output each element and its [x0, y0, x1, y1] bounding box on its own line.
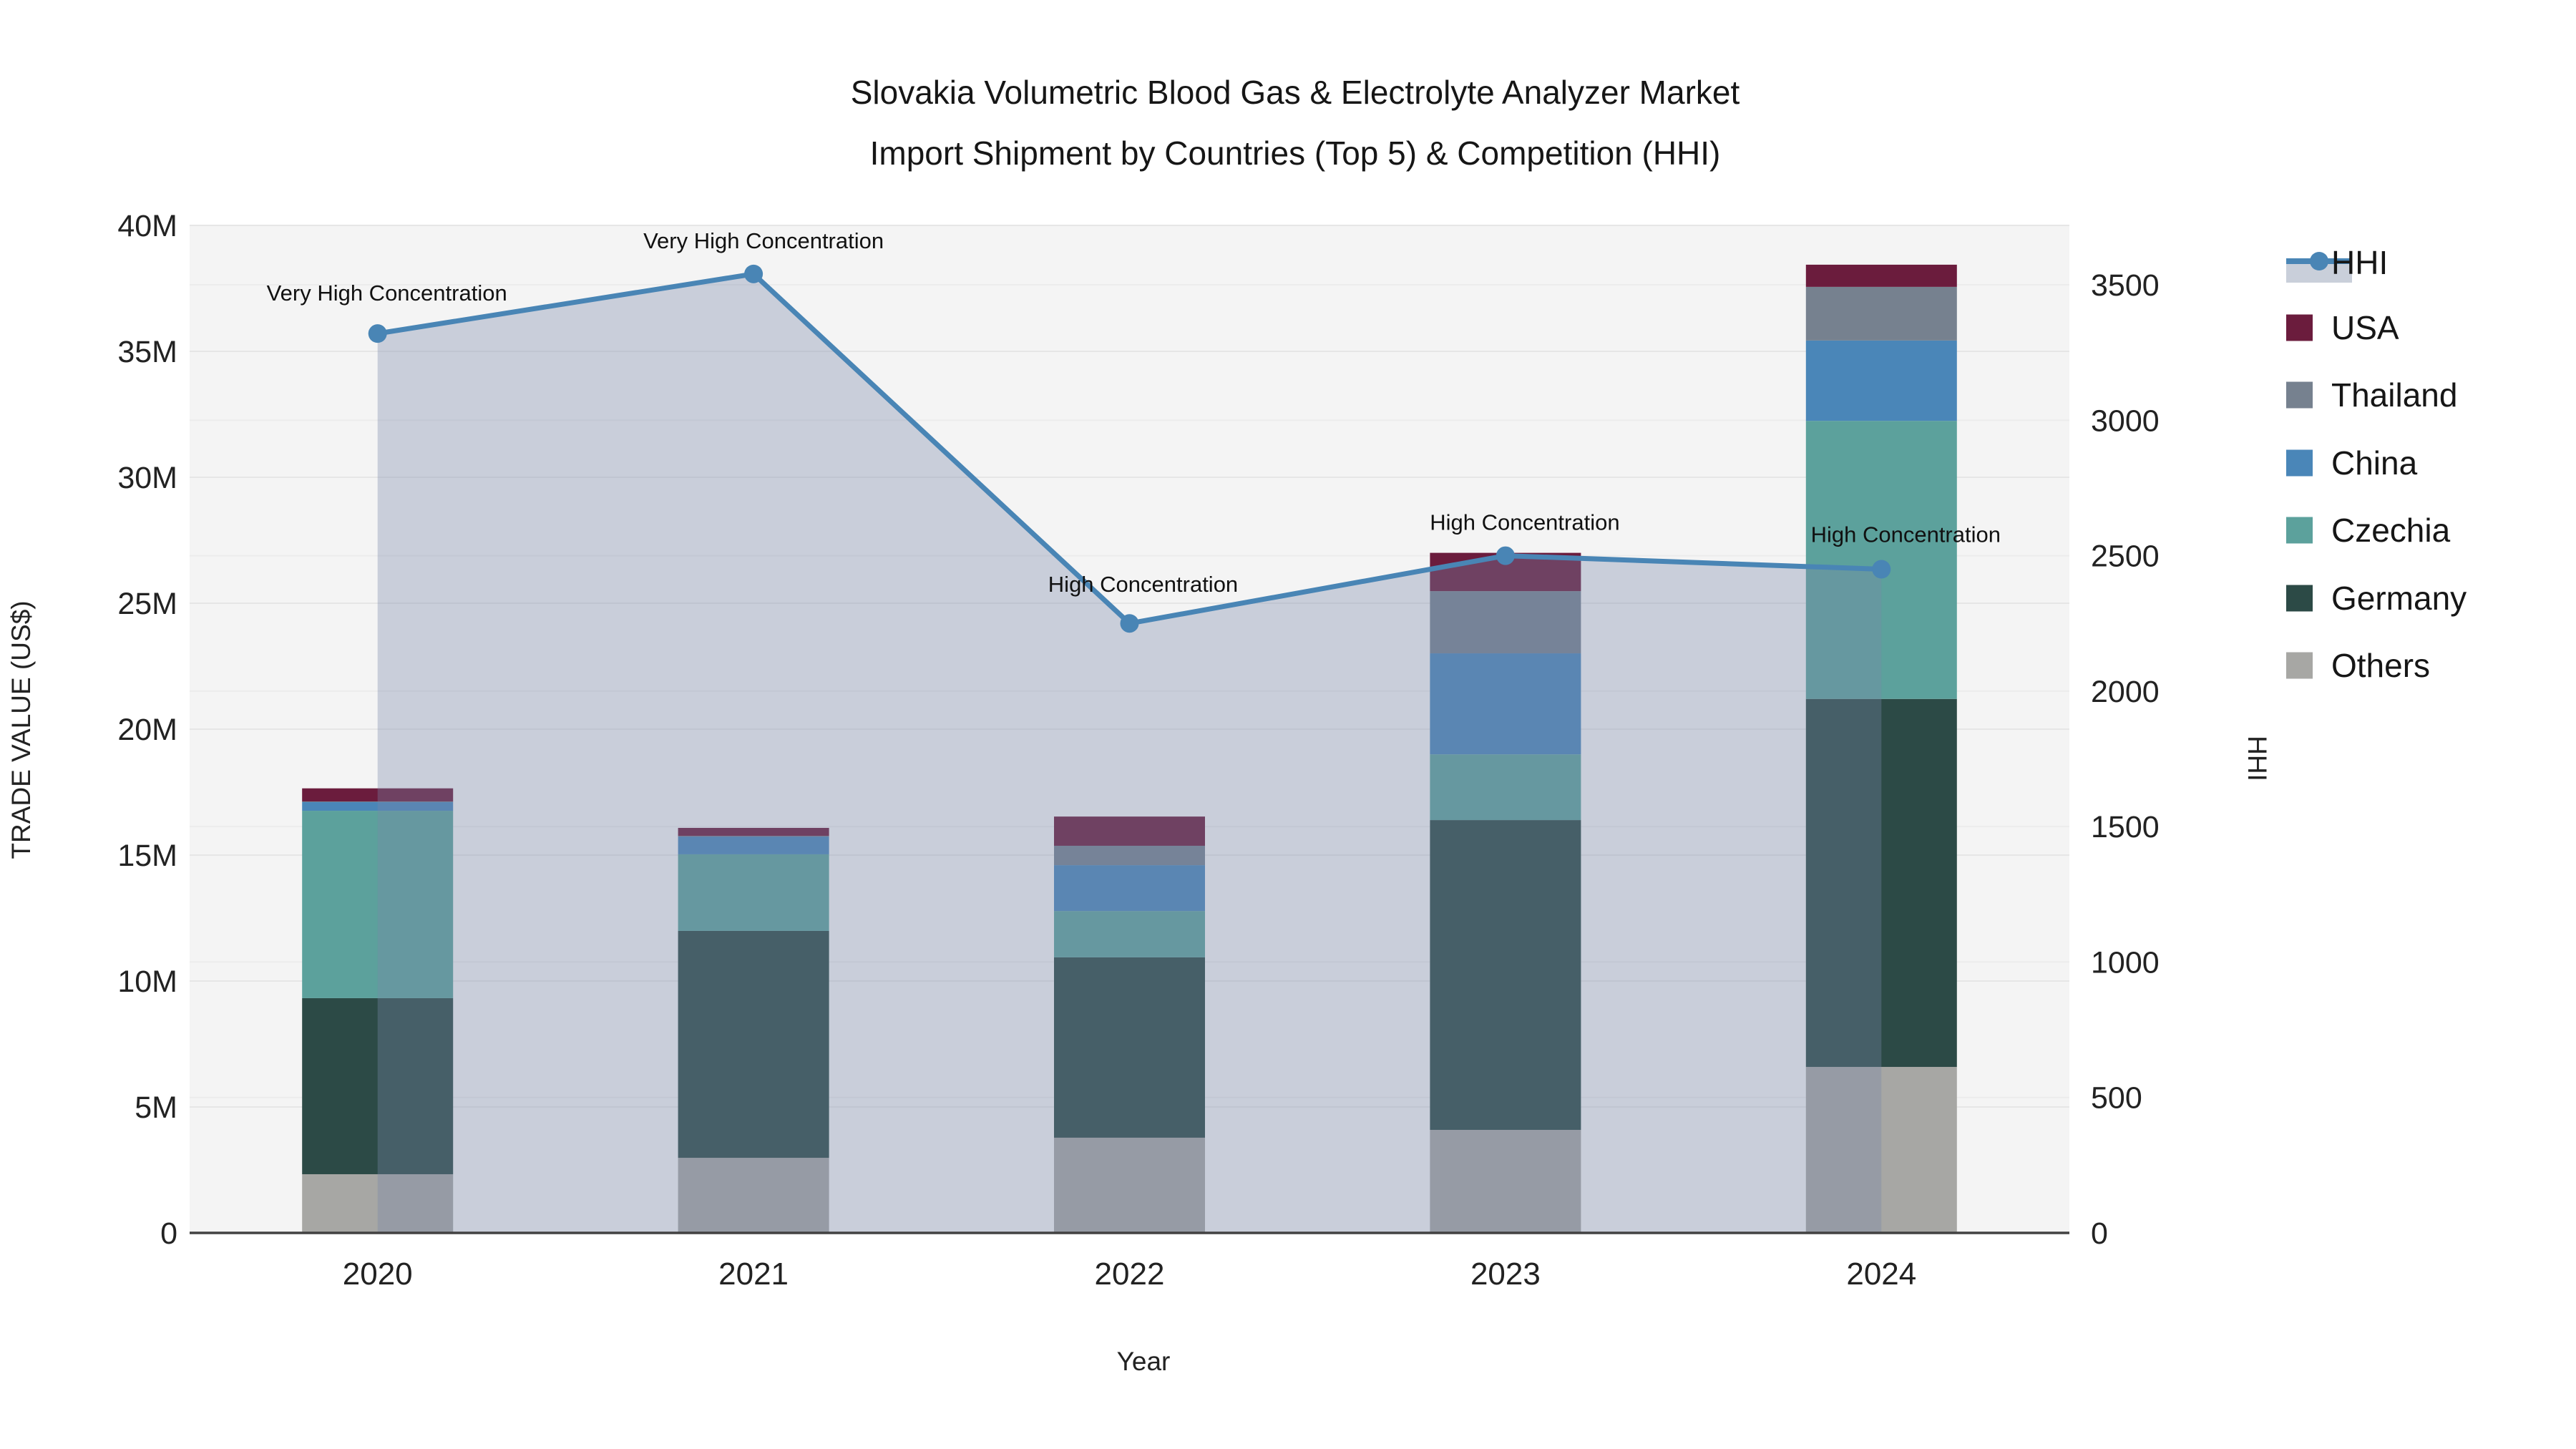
bar-segment-czechia-2023[interactable] — [1430, 754, 1581, 821]
x-tick-2021: 2021 — [718, 1257, 789, 1292]
y-right-tick-2500: 2500 — [2091, 540, 2160, 574]
bar-segment-thailand-2023[interactable] — [1430, 591, 1581, 654]
legend-label-czechia: Czechia — [2331, 512, 2451, 549]
annotation-2023: High Concentration — [1430, 510, 1619, 535]
bar-segment-usa-2020[interactable] — [302, 788, 454, 802]
bar-segment-germany-2024[interactable] — [1805, 698, 1957, 1068]
bar-segment-germany-2022[interactable] — [1054, 957, 1205, 1138]
y-left-axis-title: TRADE VALUE (US$) — [6, 600, 36, 859]
y-right-tick-2000: 2000 — [2091, 675, 2160, 709]
bar-segment-czechia-2021[interactable] — [678, 854, 829, 931]
annotation-2024: High Concentration — [1811, 522, 2001, 547]
bar-segment-usa-2024[interactable] — [1805, 264, 1957, 287]
y-right-tick-500: 500 — [2091, 1081, 2142, 1116]
bar-segment-china-2021[interactable] — [678, 836, 829, 854]
legend-label-china: China — [2331, 444, 2418, 482]
legend-label-thailand: Thailand — [2331, 376, 2457, 414]
bar-segment-others-2023[interactable] — [1430, 1130, 1581, 1233]
bar-2022 — [1054, 816, 1205, 1233]
y-left-tick-40M: 40M — [117, 209, 177, 243]
legend-label-usa: USA — [2331, 309, 2399, 346]
hhi-marker-2020[interactable] — [368, 324, 387, 343]
hhi-marker-2024[interactable] — [1872, 560, 1891, 579]
legend-label-others: Others — [2331, 647, 2430, 684]
hhi-marker-2023[interactable] — [1496, 546, 1515, 565]
y-right-tick-3500: 3500 — [2091, 268, 2160, 303]
annotation-2022: High Concentration — [1048, 572, 1238, 597]
y-left-tick-15M: 15M — [117, 839, 177, 873]
bars-group — [302, 264, 1957, 1233]
annotation-2020: Very High Concentration — [267, 280, 507, 306]
bar-segment-usa-2021[interactable] — [678, 827, 829, 836]
bar-segment-thailand-2022[interactable] — [1054, 845, 1205, 866]
x-tick-2024: 2024 — [1846, 1257, 1916, 1292]
bar-segment-thailand-2020[interactable] — [302, 801, 454, 803]
y-right-tick-0: 0 — [2091, 1216, 2108, 1251]
bar-2021 — [678, 827, 829, 1233]
legend-label-hhi: HHI — [2331, 244, 2388, 281]
chart-title-line2: Import Shipment by Countries (Top 5) & C… — [870, 135, 1721, 172]
x-axis-title: Year — [1117, 1347, 1171, 1376]
y-left-tick-30M: 30M — [117, 461, 177, 495]
legend-label-germany: Germany — [2331, 580, 2467, 617]
y-right-axis-title: HHI — [2243, 736, 2272, 781]
bar-2020 — [302, 788, 454, 1233]
legend-swatch-germany — [2286, 585, 2313, 612]
annotation-2021: Very High Concentration — [643, 228, 884, 253]
bar-2024 — [1805, 264, 1957, 1233]
hhi-marker-2022[interactable] — [1120, 614, 1139, 633]
legend-swatch-usa — [2286, 314, 2313, 341]
bar-segment-czechia-2022[interactable] — [1054, 911, 1205, 957]
y-left-tick-5M: 5M — [135, 1091, 177, 1125]
y-right-tick-3000: 3000 — [2091, 404, 2160, 438]
x-tick-2022: 2022 — [1095, 1257, 1165, 1292]
y-left-tick-35M: 35M — [117, 335, 177, 369]
legend-swatch-czechia — [2286, 517, 2313, 544]
bar-segment-others-2021[interactable] — [678, 1158, 829, 1233]
bar-segment-thailand-2024[interactable] — [1805, 286, 1957, 341]
bar-2023 — [1430, 552, 1581, 1233]
legend-item-usa[interactable]: USA — [2286, 309, 2399, 346]
bar-segment-china-2022[interactable] — [1054, 865, 1205, 912]
hhi-area-fill — [377, 273, 1882, 1233]
bar-segment-germany-2021[interactable] — [678, 930, 829, 1158]
bar-segment-czechia-2024[interactable] — [1805, 421, 1957, 699]
legend-item-hhi[interactable]: HHI — [2286, 244, 2388, 283]
chart-root: Very High Concentration Very High Concent… — [117, 209, 2467, 1292]
bar-segment-germany-2023[interactable] — [1430, 820, 1581, 1131]
legend-item-others[interactable]: Others — [2286, 647, 2430, 684]
bar-segment-china-2020[interactable] — [302, 801, 454, 811]
legend-item-china[interactable]: China — [2286, 444, 2418, 482]
legend-item-germany[interactable]: Germany — [2286, 580, 2467, 617]
hhi-marker-2021[interactable] — [744, 264, 763, 283]
y-right-tick-1500: 1500 — [2091, 810, 2160, 844]
bar-segment-others-2020[interactable] — [302, 1174, 454, 1233]
legend-swatch-china — [2286, 449, 2313, 477]
bar-segment-czechia-2020[interactable] — [302, 811, 454, 998]
y-left-tick-10M: 10M — [117, 965, 177, 999]
x-tick-2020: 2020 — [343, 1257, 413, 1292]
y-left-tick-25M: 25M — [117, 587, 177, 621]
bar-segment-china-2024[interactable] — [1805, 340, 1957, 421]
legend: HHI USA Thailand China Czechia Germany Others — [2286, 244, 2467, 684]
legend-item-czechia[interactable]: Czechia — [2286, 512, 2451, 549]
bar-segment-china-2023[interactable] — [1430, 653, 1581, 755]
y-left-tick-20M: 20M — [117, 713, 177, 747]
legend-swatch-others — [2286, 652, 2313, 679]
chart-title-line1: Slovakia Volumetric Blood Gas & Electrol… — [851, 74, 1740, 111]
bar-segment-others-2024[interactable] — [1805, 1067, 1957, 1233]
bar-segment-usa-2022[interactable] — [1054, 816, 1205, 846]
bar-segment-others-2022[interactable] — [1054, 1137, 1205, 1233]
y-left-tick-0: 0 — [160, 1216, 177, 1251]
legend-item-thailand[interactable]: Thailand — [2286, 376, 2457, 414]
x-tick-2023: 2023 — [1470, 1257, 1541, 1292]
legend-hhi-marker-icon — [2310, 252, 2328, 270]
legend-swatch-thailand — [2286, 381, 2313, 409]
bar-segment-germany-2020[interactable] — [302, 997, 454, 1174]
y-right-tick-1000: 1000 — [2091, 945, 2160, 980]
